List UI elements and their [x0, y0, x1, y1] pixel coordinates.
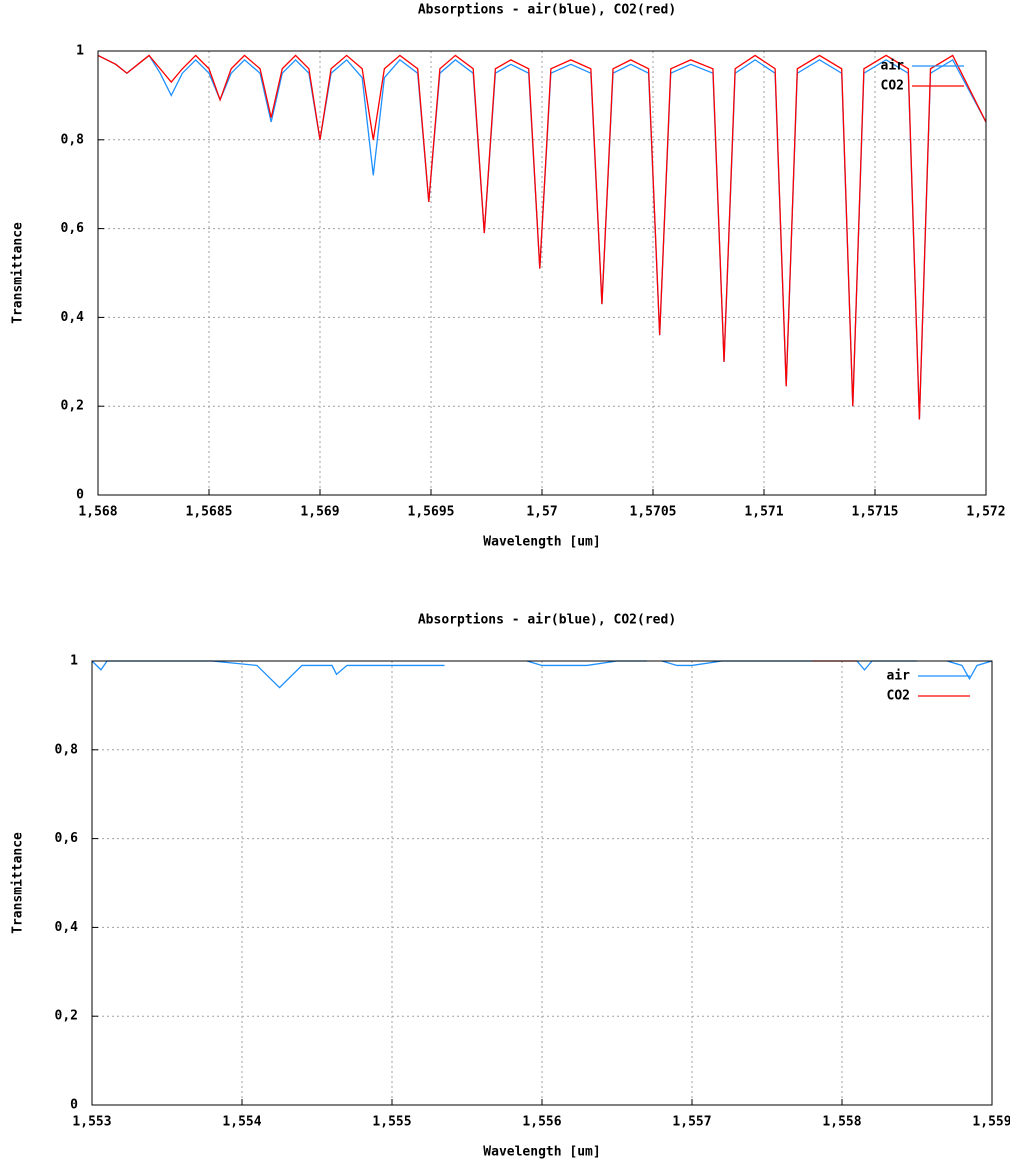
x-tick-label: 1,569: [300, 505, 339, 520]
series-line: [91, 660, 993, 689]
x-tick-label: 1,5715: [852, 505, 899, 520]
x-tick-label: 1,571: [744, 505, 783, 520]
plot-frame: [97, 50, 987, 496]
chart-title: Absorptions - air(blue), CO2(red): [418, 613, 676, 628]
x-tick-label: 1,557: [672, 1115, 711, 1130]
chart-title: Absorptions - air(blue), CO2(red): [418, 3, 676, 18]
y-tick-label: 0,6: [55, 831, 79, 846]
x-tick-label: 1,553: [72, 1115, 111, 1130]
y-axis-label: Transmittance: [11, 832, 26, 934]
y-tick-label: 0: [76, 488, 84, 503]
y-tick-label: 0,4: [55, 920, 79, 935]
y-tick-label: 0,8: [55, 742, 79, 757]
x-tick-label: 1,5685: [186, 505, 233, 520]
legend-label: CO2: [881, 79, 904, 94]
x-tick-label: 1,554: [222, 1115, 261, 1130]
x-tick-label: 1,568: [78, 505, 117, 520]
x-tick-label: 1,5705: [630, 505, 677, 520]
series-line: [97, 54, 987, 420]
y-tick-label: 0,2: [61, 399, 84, 414]
x-tick-label: 1,57: [526, 505, 557, 520]
x-tick-label: 1,572: [966, 505, 1005, 520]
y-tick-label: 0,2: [55, 1009, 78, 1024]
y-tick-label: 0,4: [61, 310, 85, 325]
legend-label: air: [887, 669, 911, 684]
legend-label: air: [881, 59, 905, 74]
y-tick-label: 0,8: [61, 132, 85, 147]
x-tick-label: 1,555: [372, 1115, 411, 1130]
y-tick-label: 0,6: [61, 221, 85, 236]
legend-label: CO2: [887, 689, 910, 704]
x-tick-label: 1,559: [972, 1115, 1010, 1130]
x-axis-label: Wavelength [um]: [483, 535, 600, 550]
y-tick-label: 0: [70, 1098, 78, 1113]
y-axis-label: Transmittance: [11, 222, 26, 324]
x-tick-label: 1,556: [522, 1115, 561, 1130]
x-axis-label: Wavelength [um]: [483, 1145, 600, 1160]
x-tick-label: 1,5695: [408, 505, 455, 520]
y-tick-label: 1: [70, 654, 78, 669]
y-tick-label: 1: [76, 44, 84, 59]
x-tick-label: 1,558: [822, 1115, 861, 1130]
plot-frame: [91, 660, 993, 1106]
